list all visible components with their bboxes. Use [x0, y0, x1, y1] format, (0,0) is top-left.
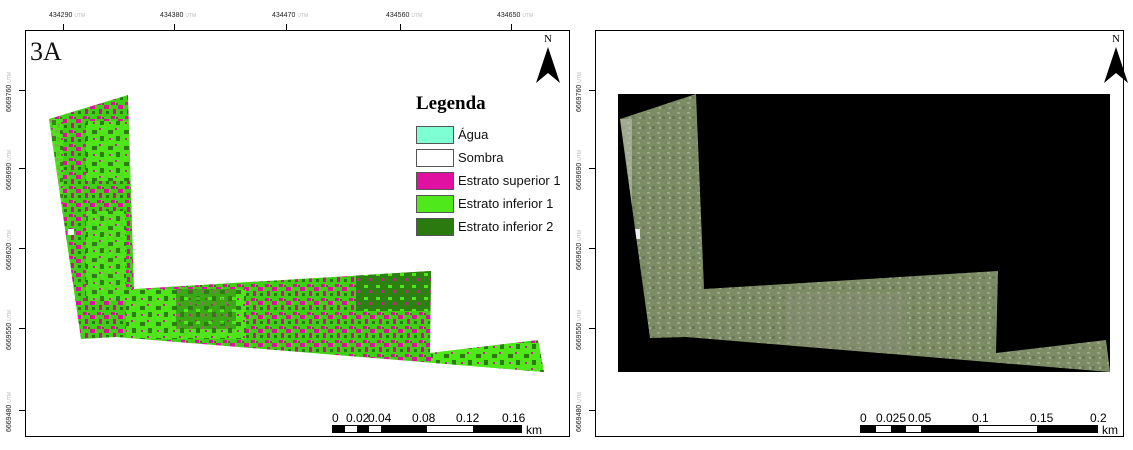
scale-bar: 0 0.025 0.05 0.1 0.15 0.2 km [860, 411, 1118, 437]
scale-label: 0 [332, 411, 339, 425]
tick-mark [589, 168, 595, 169]
scale-label: 0.1 [972, 411, 989, 425]
y-coordinate-label: 6669690UTM [576, 149, 583, 190]
classified-map-panel: 3A N [25, 30, 570, 437]
y-coordinate-label: 6669620UTM [6, 229, 13, 270]
scale-bar-segments [860, 425, 1098, 433]
x-coordinate-label: 434290 UTM [49, 12, 86, 19]
scale-label: 0.2 [1090, 411, 1107, 425]
legend-item: Estrato inferior 2 [416, 215, 561, 238]
scale-label: 0.12 [456, 411, 480, 425]
scale-label: 0 [860, 411, 867, 425]
north-arrow-icon [1104, 47, 1128, 83]
orthomosaic-image [618, 94, 1110, 372]
tick-mark [174, 24, 175, 30]
y-coordinate-label: 6669480UTM [576, 391, 583, 432]
x-coordinate-label: 434650 UTM [497, 12, 534, 19]
x-coordinate-label: 434560 UTM [386, 12, 423, 19]
tick-mark [19, 248, 25, 249]
legend-swatch [416, 217, 454, 236]
scale-label: 0.02 [346, 411, 370, 425]
north-arrow: N [535, 33, 561, 90]
scale-label: 0.04 [368, 411, 392, 425]
north-arrow: N [1103, 33, 1129, 90]
scale-label: 0.16 [502, 411, 526, 425]
legend-label: Sombra [458, 150, 504, 165]
scale-label: 0.025 [876, 411, 907, 425]
legend-swatch [416, 125, 454, 144]
legend-label: Estrato superior 1 [458, 173, 561, 188]
y-coordinate-label: 6669620UTM [576, 229, 583, 270]
scale-label: 0.15 [1030, 411, 1054, 425]
scale-bar-segments [332, 425, 522, 433]
tick-mark [589, 410, 595, 411]
legend-swatch [416, 171, 454, 190]
legend-title: Legenda [416, 93, 486, 114]
legend-swatch [416, 194, 454, 213]
panel-label: 3A [30, 37, 62, 66]
legend-label: Estrato inferior 1 [458, 196, 554, 211]
x-coordinate-label: 434380 UTM [160, 12, 197, 19]
scale-unit: km [1102, 423, 1118, 437]
y-coordinate-label: 6669480UTM [6, 391, 13, 432]
y-coordinate-label: 6669550UTM [6, 309, 13, 350]
orthomosaic-map-panel: N 0 0.025 0.05 0.1 0.15 0.2 km [595, 30, 1128, 437]
scale-label: 0.08 [412, 411, 436, 425]
legend-label: Estrato inferior 2 [458, 219, 554, 234]
tick-mark [400, 24, 401, 30]
tick-mark [589, 248, 595, 249]
legend: Legenda Água Sombra Estrato superior 1 Estr… [416, 93, 561, 238]
scale-bar: 0 0.02 0.04 0.08 0.12 0.16 km [332, 411, 542, 437]
tick-mark [19, 168, 25, 169]
x-coordinate-label: 434470 UTM [272, 12, 309, 19]
tick-mark [589, 328, 595, 329]
scale-label: 0.05 [908, 411, 932, 425]
north-arrow-icon [536, 47, 560, 83]
y-coordinate-label: 6669760UTM [576, 71, 583, 112]
y-coordinate-label: 6669760UTM [6, 71, 13, 112]
north-label: N [1112, 33, 1120, 45]
tick-mark [19, 328, 25, 329]
legend-item: Sombra [416, 146, 561, 169]
legend-items: Água Sombra Estrato superior 1 Estrato infe… [416, 123, 561, 238]
classified-raster [49, 95, 544, 372]
y-coordinate-label: 6669550UTM [576, 309, 583, 350]
legend-item: Água [416, 123, 561, 146]
tick-mark [63, 24, 64, 30]
tick-mark [19, 90, 25, 91]
scale-unit: km [526, 423, 542, 437]
tick-mark [286, 24, 287, 30]
legend-item: Estrato superior 1 [416, 169, 561, 192]
y-coordinate-label: 6669690UTM [6, 149, 13, 190]
tick-mark [589, 90, 595, 91]
tick-mark [19, 410, 25, 411]
legend-label: Água [458, 127, 489, 142]
legend-item: Estrato inferior 1 [416, 192, 561, 215]
tick-mark [511, 24, 512, 30]
north-label: N [544, 33, 552, 45]
legend-swatch [416, 148, 454, 167]
